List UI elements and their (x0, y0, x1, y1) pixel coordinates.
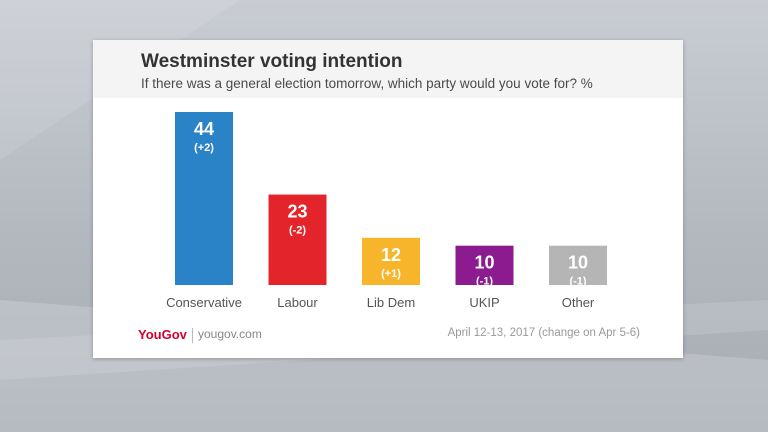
bar-other (549, 245, 607, 285)
bar-change-label: (-2) (289, 225, 306, 237)
chart-subtitle: If there was a general election tomorrow… (141, 76, 593, 91)
bar-ukip (455, 245, 514, 285)
bar-change-label: (-1) (569, 276, 586, 288)
bar-value-label: 12 (381, 245, 401, 265)
bar-value-label: 44 (194, 119, 214, 139)
bar-change-label: (+2) (194, 142, 214, 154)
category-label: UKIP (469, 295, 499, 310)
category-label: Conservative (166, 295, 242, 310)
footer-divider (192, 328, 193, 343)
bar-lib-dem (362, 237, 420, 285)
chart-title: Westminster voting intention (141, 51, 403, 72)
poll-card: Westminster voting intention If there wa… (93, 40, 683, 358)
category-label: Lib Dem (367, 295, 415, 310)
category-label: Other (562, 295, 595, 310)
bar-value-label: 23 (287, 202, 307, 222)
yougov-logo: YouGov (138, 327, 187, 342)
category-label: Labour (277, 295, 318, 310)
card-footer: YouGov yougov.com April 12-13, 2017 (cha… (93, 320, 683, 350)
fieldwork-date: April 12-13, 2017 (change on Apr 5-6) (447, 327, 640, 339)
bar-value-label: 10 (568, 253, 588, 273)
source-site: yougov.com (198, 327, 262, 341)
bar-value-label: 10 (474, 253, 494, 273)
bar-chart: 44 (+2) Conservative 23 (-2) Labour 12 (+1) Lib … (166, 112, 607, 310)
card-header: Westminster voting intention If there wa… (93, 40, 683, 98)
bar-change-label: (-1) (476, 276, 493, 288)
bar-conservative (175, 112, 233, 285)
bar-change-label: (+1) (381, 268, 401, 280)
bar-labour (268, 194, 327, 285)
